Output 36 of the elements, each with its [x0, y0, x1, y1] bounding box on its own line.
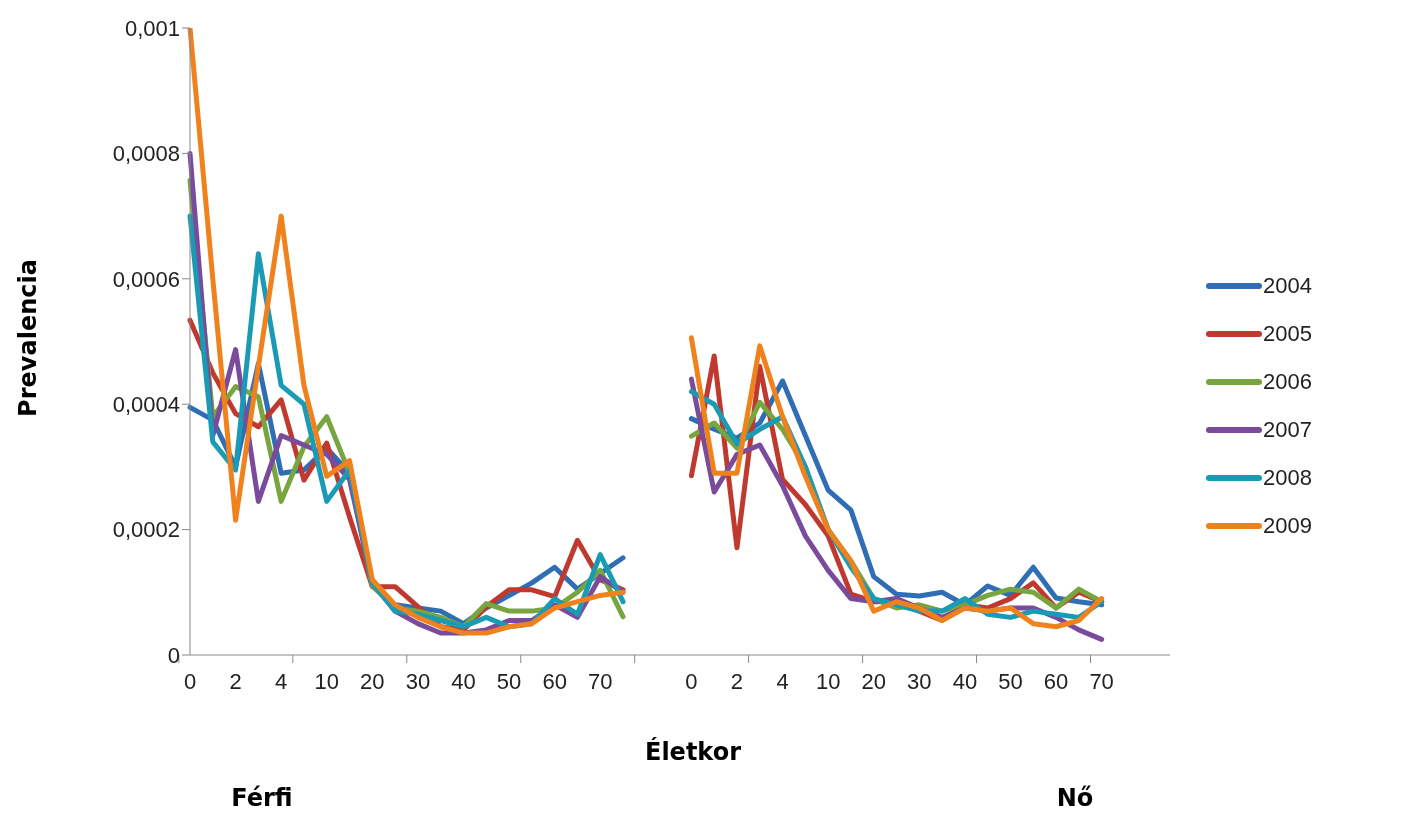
text: Férfi	[231, 784, 293, 812]
legend-label: 2004	[1263, 273, 1312, 299]
x-axis-title: Életkor	[644, 738, 742, 766]
x-tick-label: 50	[496, 669, 522, 694]
x-tick-label: 2	[229, 669, 242, 694]
legend-label: 2005	[1263, 321, 1312, 347]
x-tick-label: 30	[907, 669, 932, 694]
x-tick-label: 70	[587, 669, 613, 694]
x-tick-label: 40	[952, 669, 978, 694]
x-tick-label: 0	[685, 669, 698, 694]
x-tick-label: 70	[1089, 669, 1114, 694]
legend-label: 2007	[1263, 417, 1312, 443]
y-axis-title: Prevalencia	[14, 259, 42, 417]
x-tick-label: 50	[998, 669, 1023, 694]
legend-label: 2009	[1263, 513, 1312, 539]
text: Nő	[1056, 784, 1094, 812]
x-tick-label: 0	[183, 669, 197, 694]
x-tick-label: 40	[451, 669, 476, 694]
x-tick-label: 10	[314, 669, 339, 694]
y-tick-label: 0,0002	[112, 517, 180, 543]
y-tick-label: 0,0006	[112, 266, 180, 292]
x-tick-label: 60	[1043, 669, 1069, 694]
x-tick-label: 4	[275, 669, 288, 694]
x-tick-label: 30	[405, 669, 431, 694]
y-tick-label: 0,0004	[112, 392, 180, 418]
x-tick-label: 20	[360, 669, 385, 694]
x-tick-label: 10	[815, 669, 841, 694]
x-tick-label: 2	[730, 669, 744, 694]
x-tick-label: 60	[542, 669, 567, 694]
y-tick-label: 0,001	[124, 15, 180, 41]
y-tick-label: 0,0008	[112, 141, 180, 167]
x-tick-label: 20	[861, 669, 886, 694]
legend-label: 2008	[1263, 465, 1312, 491]
y-tick-label: 0	[167, 642, 180, 668]
x-tick-label: 4	[776, 669, 789, 694]
legend-label: 2006	[1263, 369, 1312, 395]
